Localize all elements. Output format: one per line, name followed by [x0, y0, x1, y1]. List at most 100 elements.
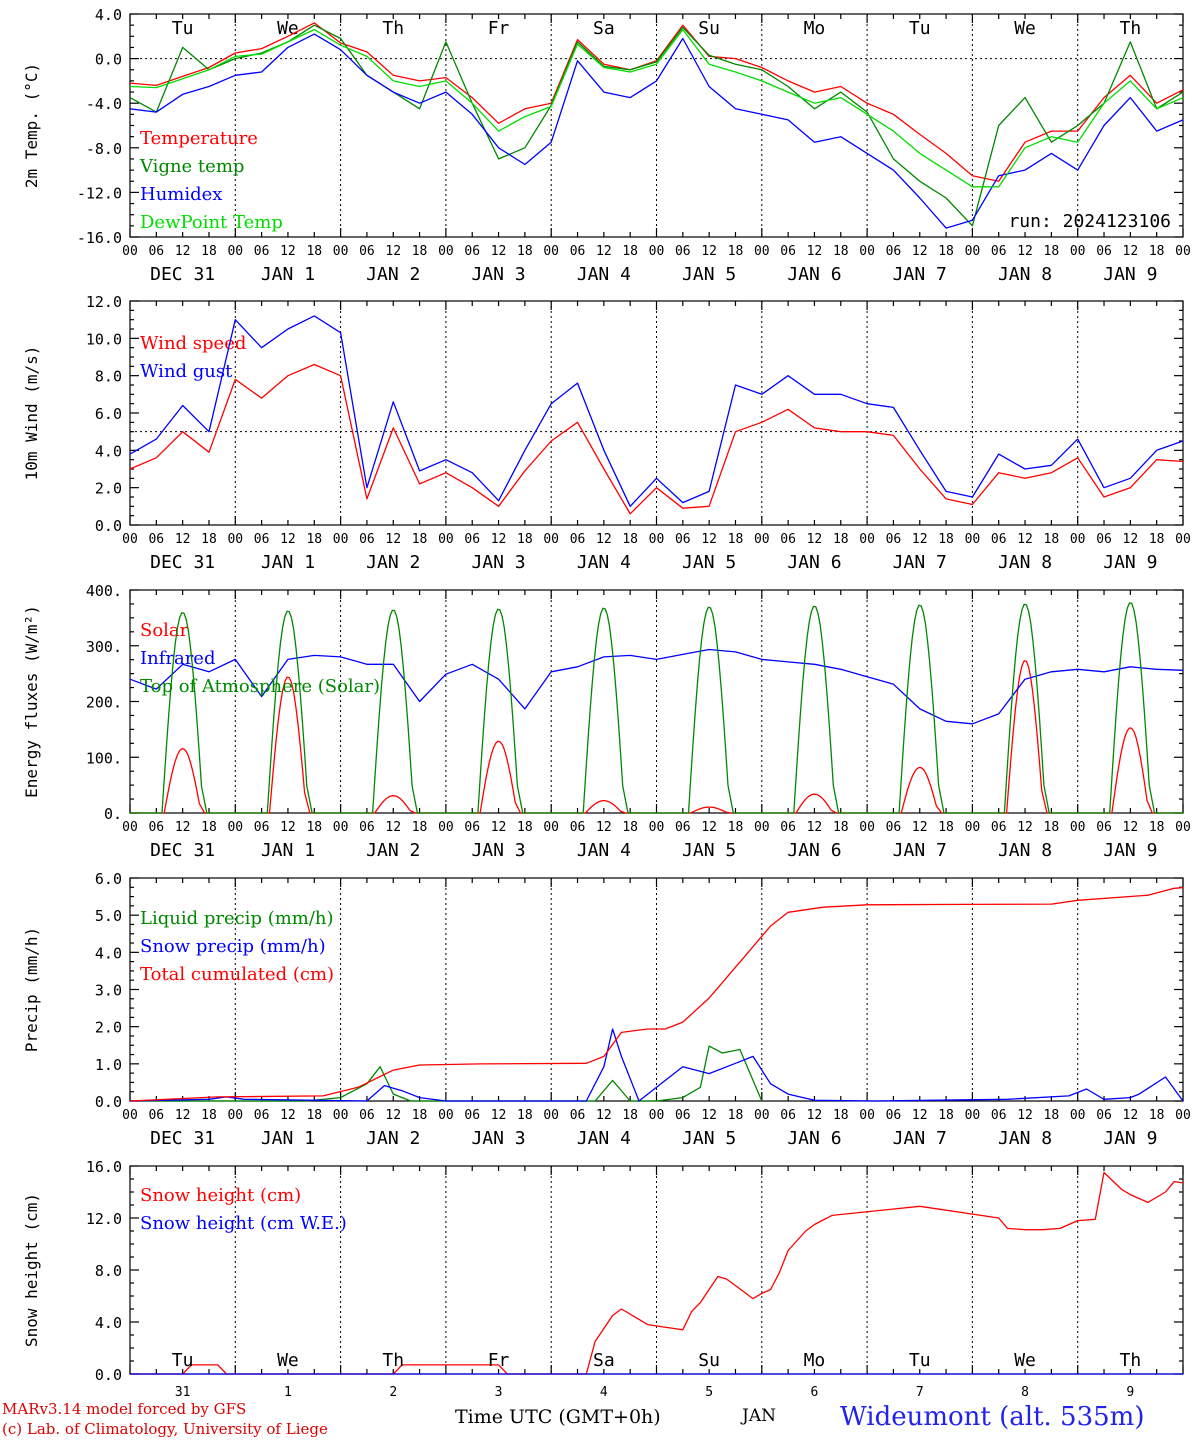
hour-tick-label: 12 [807, 820, 823, 835]
date-label: JAN 9 [1103, 264, 1157, 285]
hour-tick-label: 18 [833, 244, 849, 259]
hour-tick-label: 18 [306, 244, 322, 259]
y-tick-label: 4.0 [95, 6, 122, 24]
date-label: JAN 6 [787, 1128, 841, 1149]
hour-tick-label: 06 [254, 244, 270, 259]
series-line-snow-precip-mm-h- [129, 1028, 1184, 1102]
weekday-label: We [1014, 18, 1036, 39]
legend-entry: DewPoint Temp [140, 212, 283, 233]
footer-credits: MARv3.14 model forced by GFS (c) Lab. of… [2, 1399, 328, 1439]
weekday-label: Su [698, 18, 720, 39]
hour-tick-label: 18 [622, 532, 638, 547]
hour-tick-label: 18 [622, 820, 638, 835]
hour-tick-label: 06 [148, 244, 164, 259]
hour-tick-label: 00 [438, 532, 454, 547]
hour-tick-label: 06 [886, 1108, 902, 1123]
hour-tick-label: 06 [1096, 820, 1112, 835]
weekday-label: Th [1120, 1350, 1142, 1371]
hour-tick-label: 00 [543, 244, 559, 259]
weekday-label: Sa [593, 18, 615, 39]
hour-tick-label: 00 [122, 532, 138, 547]
hour-tick-label: 12 [1017, 532, 1033, 547]
y-tick-label: 6.0 [95, 405, 122, 423]
hour-tick-label: 12 [175, 244, 191, 259]
hour-tick-label: 00 [649, 820, 665, 835]
hour-tick-label: 00 [1070, 532, 1086, 547]
weekday-label: Fr [488, 18, 510, 39]
hour-tick-label: 18 [1149, 532, 1165, 547]
hour-tick-label: 18 [1149, 820, 1165, 835]
date-label: JAN 3 [471, 552, 525, 573]
date-label: JAN 2 [366, 264, 420, 285]
legend-entry: Infrared [140, 648, 215, 669]
series-line-snow-height-cm- [130, 1171, 1184, 1375]
y-tick-label: 200. [86, 694, 122, 712]
date-label: JAN 8 [998, 264, 1052, 285]
hour-tick-label: 12 [491, 820, 507, 835]
hour-tick-label: 06 [464, 244, 480, 259]
hour-tick-label: 18 [833, 820, 849, 835]
date-label: DEC 31 [150, 840, 215, 861]
hour-tick-label: 18 [412, 244, 428, 259]
date-label: JAN 5 [682, 840, 736, 861]
hour-tick-label: 00 [754, 244, 770, 259]
hour-tick-label: 18 [938, 1108, 954, 1123]
date-label: DEC 31 [150, 552, 215, 573]
hour-tick-label: 12 [701, 1108, 717, 1123]
hour-tick-label: 00 [649, 1108, 665, 1123]
y-tick-label: 0.0 [95, 51, 122, 69]
hour-tick-label: 12 [701, 532, 717, 547]
hour-tick-label: 00 [965, 820, 981, 835]
hour-tick-label: 00 [122, 820, 138, 835]
y-axis-title: Snow height (cm) [22, 1193, 41, 1347]
hour-tick-label: 06 [1096, 532, 1112, 547]
series-line-total-cumulated-cm- [129, 886, 1184, 1102]
hour-tick-label: 06 [780, 244, 796, 259]
run-annotation: run: 2024123106 [1008, 211, 1171, 232]
y-tick-label: 0.0 [95, 517, 122, 535]
date-label: JAN 6 [787, 264, 841, 285]
hour-tick-label: 12 [807, 532, 823, 547]
date-label: DEC 31 [150, 1128, 215, 1149]
panel-energy: 400. 300. 200. 100. 0. Energy fluxes (W/m²) 00… [22, 582, 1191, 861]
series-line-dewpoint-temp [129, 28, 1184, 188]
hour-tick-label: 00 [1070, 1108, 1086, 1123]
date-label: JAN 7 [893, 1128, 947, 1149]
hour-tick-label: 00 [859, 244, 875, 259]
hour-tick-label: 12 [912, 820, 928, 835]
y-tick-label: -16.0 [77, 229, 122, 247]
date-label: JAN 4 [577, 1128, 631, 1149]
hour-tick-label: 00 [859, 532, 875, 547]
time-axis-title: Time UTC (GMT+0h) [455, 1406, 661, 1428]
hour-tick-label: 00 [227, 244, 243, 259]
y-tick-label: 400. [86, 582, 122, 600]
hour-tick-label: 18 [1149, 1108, 1165, 1123]
hour-tick-label: 12 [1123, 1108, 1139, 1123]
hour-tick-label: 06 [570, 532, 586, 547]
hour-tick-label: 06 [464, 820, 480, 835]
hour-tick-label: 06 [148, 1108, 164, 1123]
day-number-label: 2 [389, 1385, 397, 1400]
hour-tick-label: 12 [912, 532, 928, 547]
panel-precip: 6.0 5.0 4.0 3.0 2.0 1.0 0.0 Precip (mm/h) 00 06 12… [22, 870, 1191, 1149]
hour-tick-label: 06 [570, 244, 586, 259]
hour-tick-label: 12 [701, 244, 717, 259]
y-axis-title: Energy fluxes (W/m²) [22, 605, 41, 798]
hour-tick-label: 00 [227, 820, 243, 835]
hour-tick-label: 12 [1123, 532, 1139, 547]
y-tick-label: 8.0 [95, 1262, 122, 1280]
hour-tick-label: 12 [280, 532, 296, 547]
hour-tick-label: 06 [886, 820, 902, 835]
weekday-label: Tu [172, 18, 194, 39]
hour-tick-label: 12 [1017, 1108, 1033, 1123]
hour-tick-label: 06 [254, 532, 270, 547]
series-line-infrared [129, 648, 1184, 725]
hour-tick-label: 12 [491, 1108, 507, 1123]
date-label: DEC 31 [150, 264, 215, 285]
y-tick-label: -12.0 [77, 184, 122, 202]
y-tick-label: 5.0 [95, 907, 122, 925]
hour-tick-label: 00 [649, 532, 665, 547]
series-line-wind-speed [129, 363, 1184, 515]
hour-tick-label: 12 [596, 532, 612, 547]
